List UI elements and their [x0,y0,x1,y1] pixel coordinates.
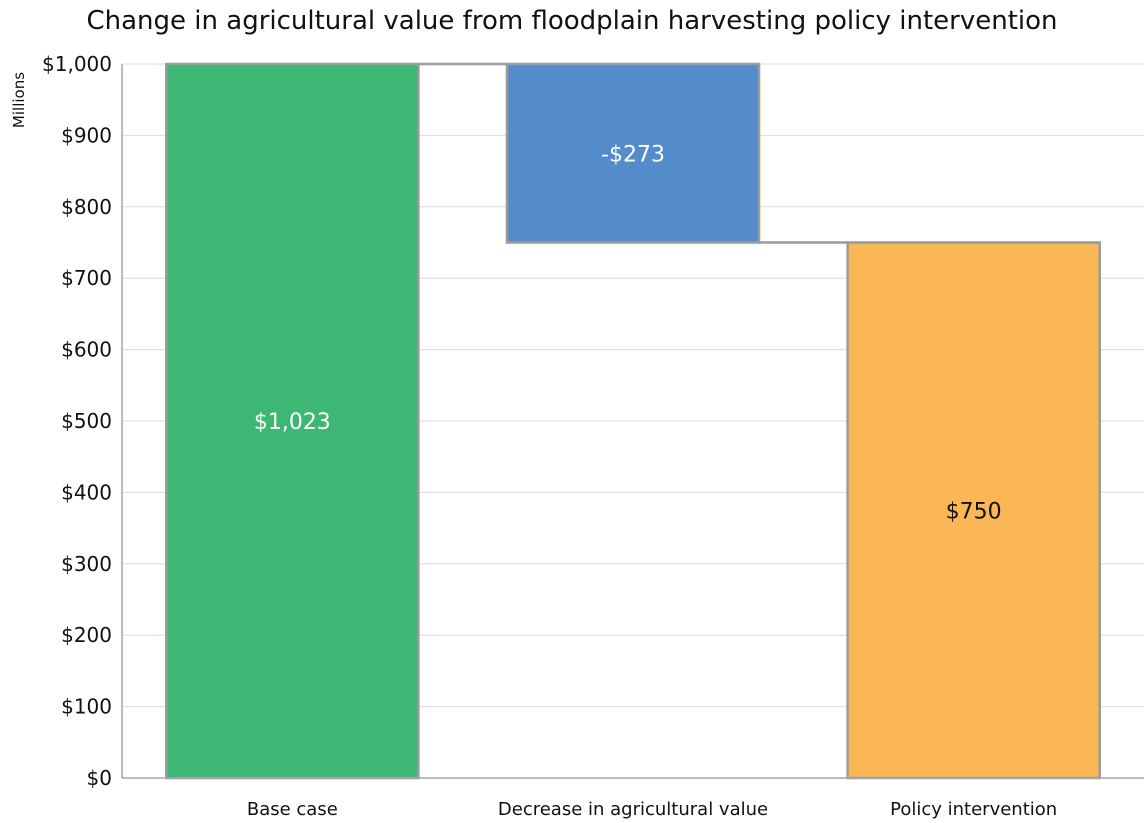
y-tick-label: $800 [61,195,112,219]
bar-value-label: -$273 [601,142,665,167]
y-tick-label: $500 [61,409,112,433]
y-tick-label: $100 [61,695,112,719]
y-tick-label: $400 [61,480,112,504]
y-tick-label: $0 [87,766,112,790]
bar [846,241,1101,780]
chart-title: Change in agricultural value from floodp… [86,6,1058,36]
connectors [418,62,848,244]
x-axis: Base case Decrease in agricultural value P… [122,777,1144,820]
y-tick-label: $600 [61,338,112,362]
x-category-label: Base case [247,799,338,820]
bars [165,62,1101,780]
bar [165,62,420,780]
value-labels: $1,023 -$273 $750 [254,142,1002,524]
y-tick-label: $300 [61,552,112,576]
y-tick-label: $900 [61,123,112,147]
y-axis-unit-label: Millions [10,72,28,128]
y-axis: $0 $100 $200 $300 $400 $500 $600 $700 $800 $900 $1… [10,52,123,790]
x-category-label: Decrease in agricultural value [498,799,768,820]
bar-value-label: $1,023 [254,410,331,435]
y-tick-label: $700 [61,266,112,290]
x-category-label: Policy intervention [890,799,1057,820]
y-tick-label: $200 [61,623,112,647]
bar [505,62,761,244]
bar-value-label: $750 [946,499,1002,524]
y-tick-label: $1,000 [42,52,112,76]
